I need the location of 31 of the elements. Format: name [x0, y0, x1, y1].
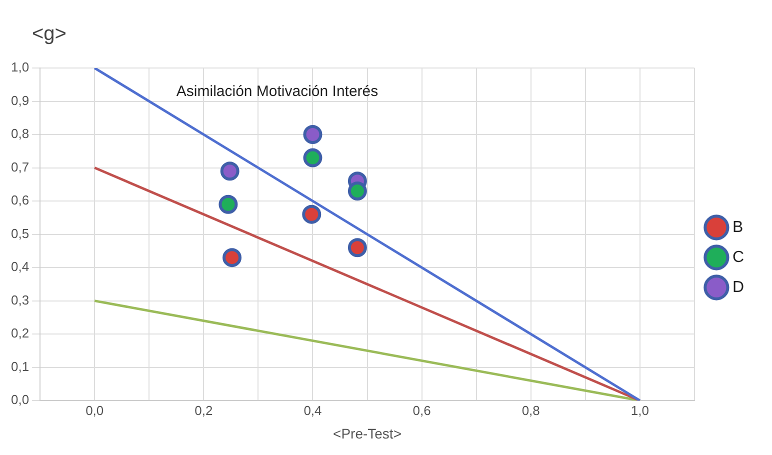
- y-tick-label: 0,1: [10, 358, 30, 374]
- y-tick-label: 0,8: [10, 126, 30, 142]
- point: [222, 248, 242, 268]
- y-tick-label: 0,3: [10, 292, 30, 308]
- y-axis-title: <g>: [32, 23, 66, 45]
- y-tick-label: 0,4: [10, 259, 30, 274]
- x-tick-label: 0,4: [304, 402, 322, 418]
- legend-label: B: [732, 218, 744, 236]
- y-tick-label: 0,9: [10, 92, 30, 108]
- x-tick-label: 0,6: [412, 402, 431, 418]
- y-tick-label: 0,7: [10, 159, 30, 174]
- y-tick-label: 0,5: [10, 226, 30, 241]
- y-tick-label: 1,0: [10, 60, 30, 75]
- x-tick-label: 0,0: [86, 402, 104, 418]
- y-tick-label: 0,2: [10, 326, 30, 341]
- point: [348, 238, 367, 258]
- x-tick-label: 0,2: [194, 402, 213, 418]
- point: [348, 182, 367, 201]
- x-tick-label: 1,0: [630, 402, 649, 418]
- legend-label: D: [732, 278, 744, 296]
- point: [220, 162, 240, 181]
- point: [302, 204, 322, 224]
- point: [303, 125, 322, 144]
- legend-label: C: [732, 248, 744, 266]
- point: [303, 148, 322, 168]
- annotation: Asimilación Motivación Interés: [176, 83, 378, 100]
- x-axis-title: <Pre-Test>: [333, 425, 402, 442]
- x-tick-label: 0,8: [522, 402, 540, 418]
- point: [218, 194, 238, 214]
- y-tick-label: 0,6: [10, 192, 30, 208]
- y-tick-label: 0,0: [10, 392, 30, 408]
